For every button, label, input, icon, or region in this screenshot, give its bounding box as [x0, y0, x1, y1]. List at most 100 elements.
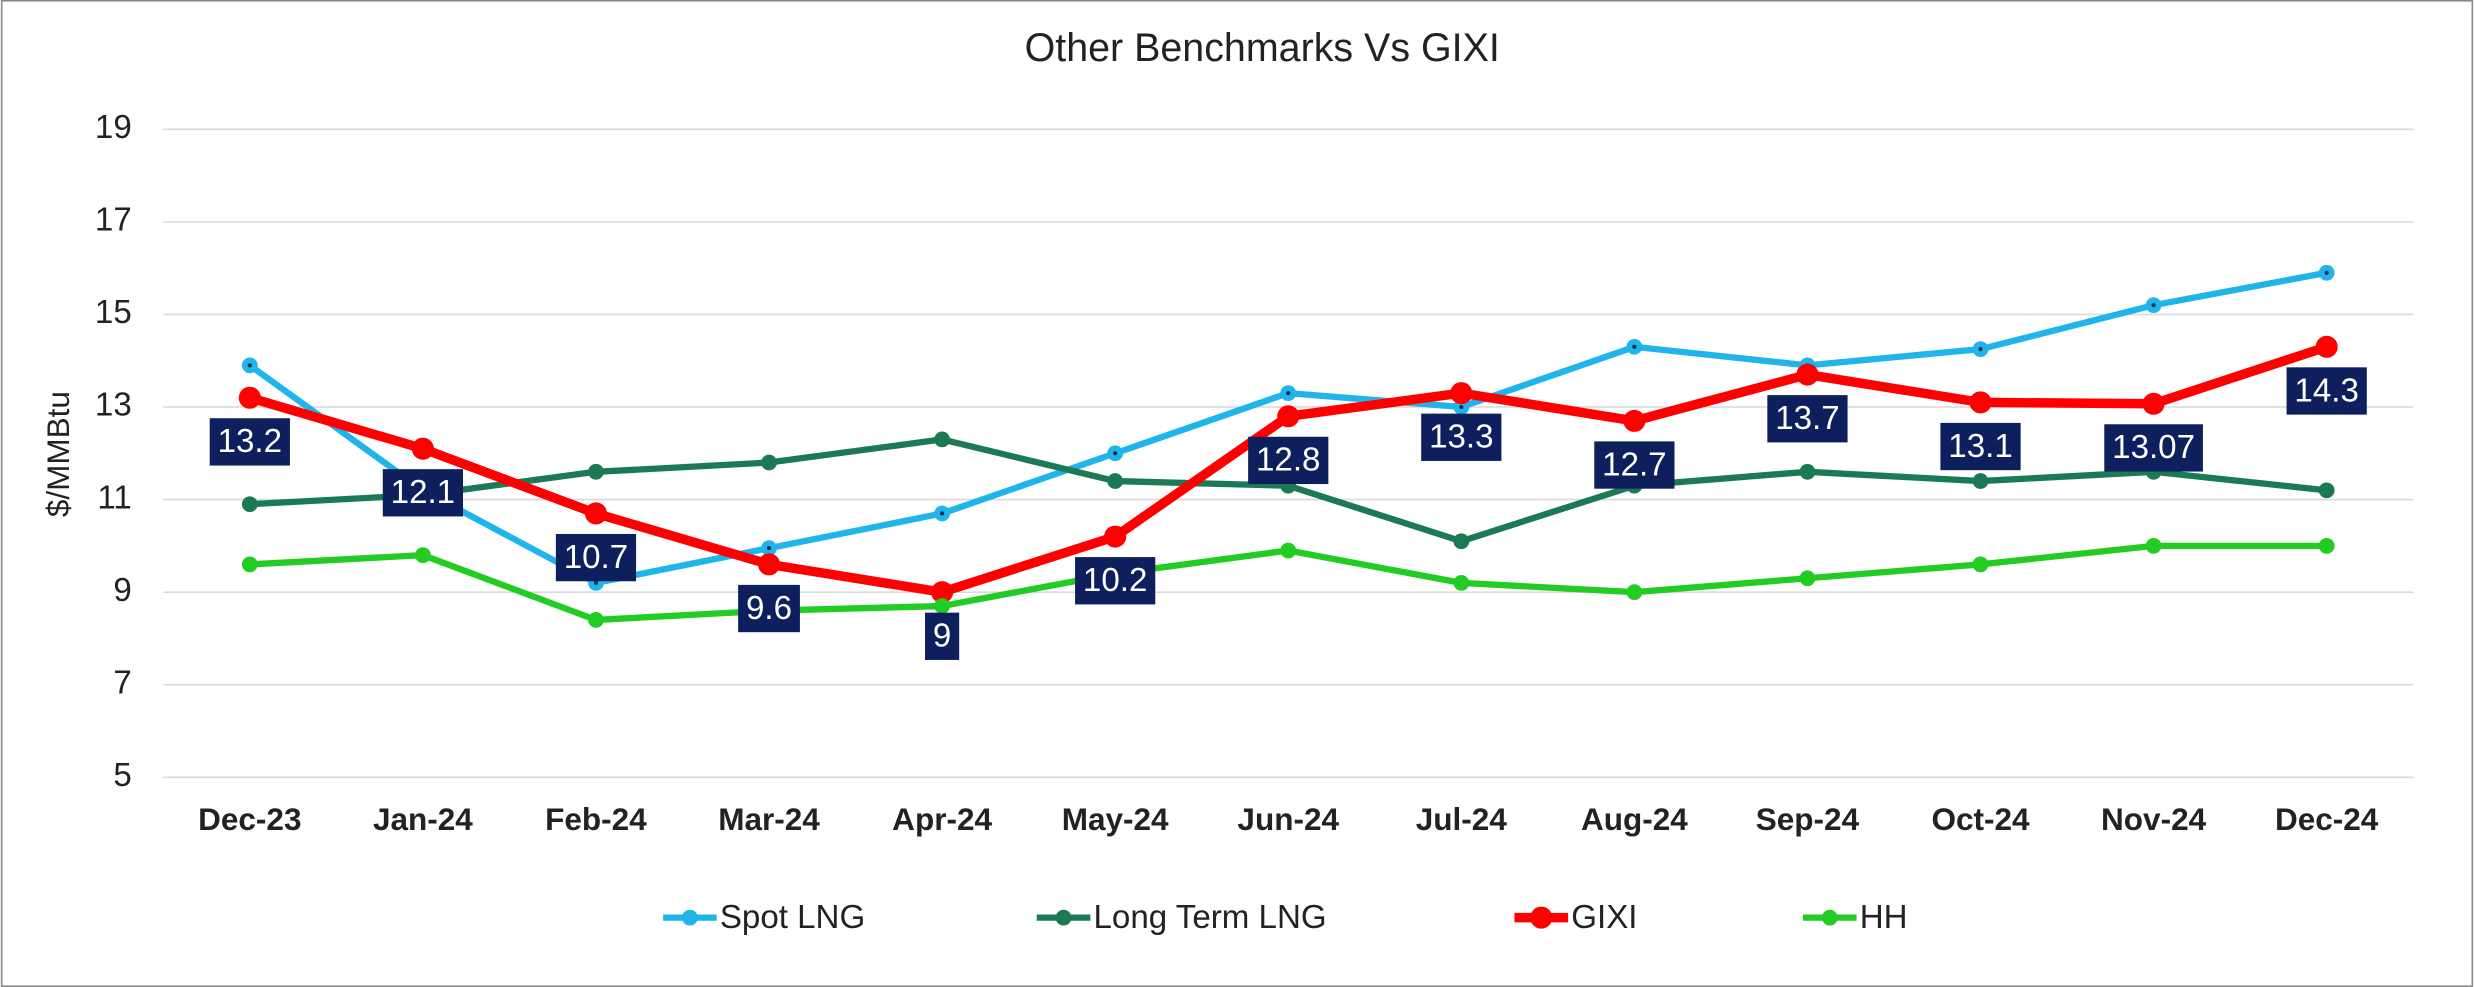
x-tick-label: Jun-24: [1237, 801, 1339, 837]
y-tick-label: 7: [113, 664, 131, 701]
point: [1799, 570, 1816, 587]
point-center: [1459, 404, 1464, 410]
point: [2142, 392, 2165, 415]
data-label: 10.2: [1083, 562, 1147, 599]
point: [588, 612, 604, 628]
data-label: 12.1: [391, 474, 455, 511]
point-center: [1286, 391, 1291, 396]
data-label: 10.7: [564, 539, 628, 576]
data-label: 13.7: [1775, 400, 1839, 437]
data-label-box: [1421, 413, 1502, 461]
point: [757, 553, 781, 576]
point: [931, 581, 954, 604]
data-label: 12.8: [1256, 442, 1320, 479]
point: [241, 496, 258, 513]
data-label-box: [2104, 424, 2203, 472]
point: [1453, 575, 1470, 591]
y-tick-label: 5: [113, 757, 131, 794]
x-tick-label: Jan-24: [373, 801, 473, 837]
data-label-box: [1767, 395, 1848, 443]
point: [1623, 409, 1646, 432]
x-tick-label: Nov-24: [2101, 801, 2207, 837]
x-tick-label: Mar-24: [718, 801, 820, 837]
legend-marker: [682, 909, 698, 926]
point: [1277, 405, 1300, 428]
y-tick-label: 17: [95, 202, 132, 239]
y-tick-label: 11: [97, 479, 131, 516]
point: [2145, 537, 2162, 554]
legend-label: HH: [1860, 899, 1908, 936]
point: [1972, 473, 1989, 489]
point: [934, 598, 950, 614]
data-label: 9: [933, 618, 951, 655]
data-label: 13.07: [2112, 429, 2195, 466]
point-center: [2151, 303, 2156, 308]
legend-label: Spot LNG: [720, 899, 865, 936]
point-center: [1978, 347, 1983, 352]
data-label-box: [925, 612, 960, 660]
point: [1450, 382, 1473, 405]
point: [238, 386, 261, 409]
data-label-box: [1594, 441, 1675, 489]
point: [1972, 556, 1989, 573]
data-label-box: [738, 584, 800, 633]
point: [1796, 363, 1819, 386]
point: [1453, 533, 1470, 550]
y-tick-label: 13: [95, 387, 132, 424]
point: [584, 502, 607, 525]
data-label-box: [382, 469, 463, 517]
data-label: 13.2: [218, 423, 282, 460]
point: [411, 437, 434, 460]
data-label: 13.3: [1429, 419, 1493, 456]
data-label-box: [555, 533, 637, 582]
point-center: [593, 580, 599, 585]
point: [761, 454, 777, 471]
legend-label: Long Term LNG: [1094, 899, 1327, 936]
grid: 5 7 9 11 13 15 17 19 Dec-23 Jan-24 Feb-24 Mar-24 Apr…: [95, 109, 2414, 837]
data-label-box: [2286, 367, 2367, 415]
y-tick-label: 9: [113, 572, 131, 609]
point: [1107, 473, 1124, 489]
legend-marker: [1821, 909, 1838, 926]
point: [2315, 335, 2338, 358]
x-tick-label: Aug-24: [1581, 801, 1688, 837]
data-label: 14.3: [2294, 372, 2358, 409]
x-tick-label: Dec-23: [198, 801, 301, 837]
legend-label: GIXI: [1571, 899, 1637, 936]
point-center: [247, 363, 252, 368]
point: [241, 556, 258, 573]
legend: Spot LNG Long Term LNG GIXI HH: [663, 899, 1908, 936]
data-label-box: [209, 418, 290, 466]
point-center: [2324, 270, 2329, 275]
x-tick-label: Jul-24: [1416, 801, 1508, 837]
data-label: 9.6: [746, 590, 792, 627]
point: [1104, 525, 1127, 548]
y-axis-label: $/MMBtu: [40, 391, 76, 517]
point-center: [1113, 451, 1118, 456]
data-label-box: [1940, 422, 2021, 471]
data-label: 13.1: [1948, 428, 2012, 465]
x-tick-label: May-24: [1062, 801, 1169, 837]
point: [1280, 542, 1297, 559]
point: [1626, 584, 1643, 601]
point: [1799, 463, 1816, 480]
data-labels: 13.2 12.1 10.7 9.6 9 10.2 12.8 13.3 12.7 13.7 13.1…: [209, 367, 2367, 660]
point: [2318, 482, 2335, 499]
x-tick-label: Feb-24: [545, 801, 647, 837]
point-center: [766, 546, 772, 551]
point: [415, 547, 431, 564]
legend-marker: [1530, 906, 1553, 929]
chart-title: Other Benchmarks Vs GIXI: [1025, 26, 1500, 70]
data-label-box: [1248, 436, 1329, 485]
point-center: [1632, 344, 1637, 349]
point: [934, 431, 950, 448]
y-tick-label: 19: [95, 109, 132, 146]
point: [2318, 537, 2335, 554]
x-tick-label: Sep-24: [1756, 801, 1860, 837]
x-tick-label: Oct-24: [1931, 801, 2030, 837]
point: [588, 463, 604, 480]
point: [1969, 391, 1992, 414]
data-label-box: [1075, 557, 1156, 605]
